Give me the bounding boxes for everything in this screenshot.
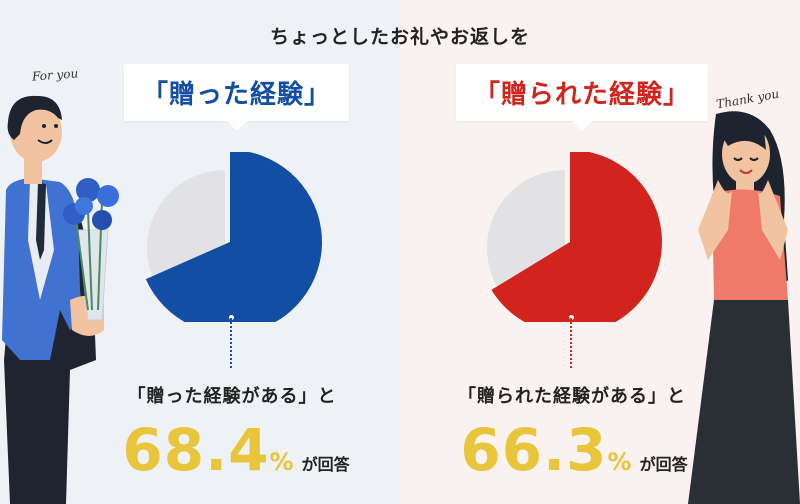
received-experience-stat: 66.3% が回答 bbox=[404, 416, 744, 484]
given-experience-bubble: 「贈った経験」 bbox=[124, 64, 350, 131]
woman-thankful-illustration bbox=[688, 111, 800, 504]
flower-bouquet-icon bbox=[63, 178, 119, 321]
received-pie-slice-yes bbox=[491, 152, 662, 322]
left-connector-dotted-line bbox=[230, 318, 232, 368]
received-experience-bubble: 「贈られた経験」 bbox=[456, 64, 709, 131]
man-with-flowers-illustration bbox=[2, 95, 104, 504]
given-experience-pie-chart bbox=[145, 152, 322, 322]
headline: ちょっとしたお礼やお返しを bbox=[269, 26, 530, 48]
given-pie-slice-other bbox=[147, 170, 225, 280]
given-experience-stat: 68.4% が回答 bbox=[66, 416, 406, 484]
received-experience-caption: 「贈られた経験がある」と bbox=[458, 386, 686, 407]
given-percent-value: 68.4 bbox=[122, 416, 270, 484]
received-answer-suffix: が回答 bbox=[639, 455, 688, 474]
given-percent-unit: % bbox=[269, 448, 294, 476]
received-percent-unit: % bbox=[607, 448, 632, 476]
right-connector-dotted-line bbox=[570, 318, 572, 368]
given-answer-suffix: が回答 bbox=[301, 455, 350, 474]
given-experience-caption: 「贈った経験がある」と bbox=[127, 386, 337, 407]
received-percent-value: 66.3 bbox=[460, 416, 608, 484]
given-pie-slice-yes bbox=[145, 152, 322, 322]
received-experience-pie-chart bbox=[487, 152, 662, 322]
